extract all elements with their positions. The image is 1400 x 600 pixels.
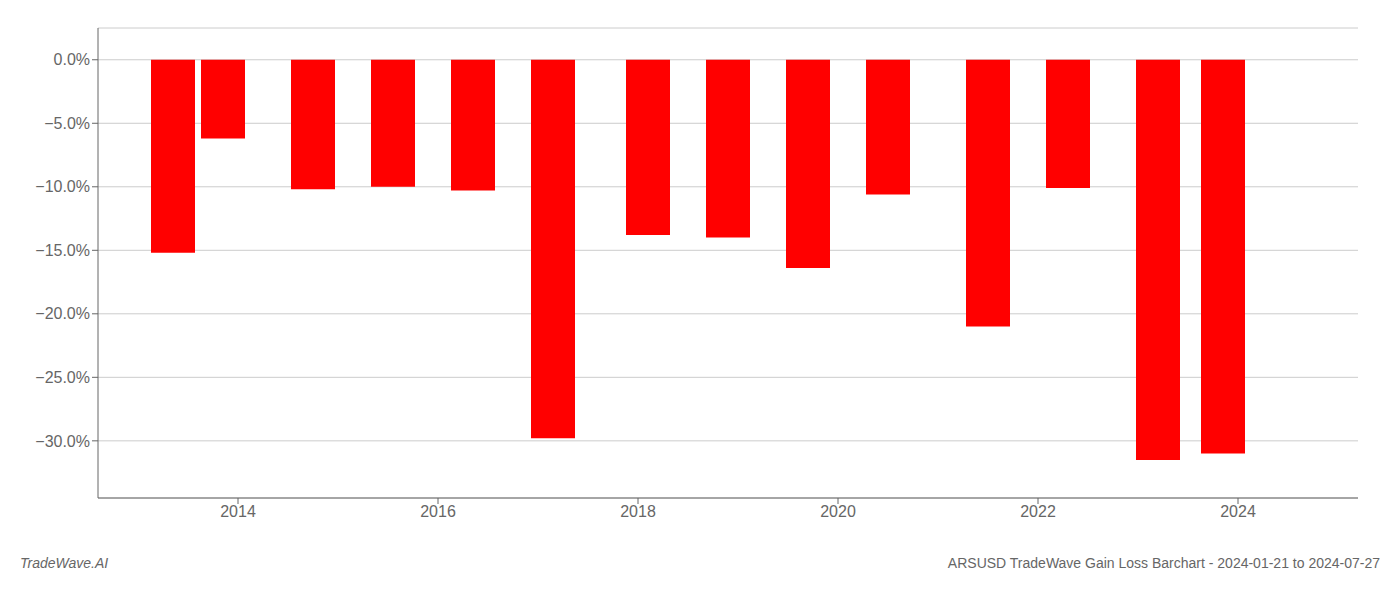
svg-text:2018: 2018 xyxy=(620,503,656,520)
html-text:ARSUSD TradeWave Gain Loss Bar: ARSUSD TradeWave Gain Loss Barchart - 20… xyxy=(947,555,1380,571)
svg-text:−15.0%: −15.0% xyxy=(35,242,90,259)
svg-text:2016: 2016 xyxy=(420,503,456,520)
svg-text:2020: 2020 xyxy=(820,503,856,520)
svg-text:−25.0%: −25.0% xyxy=(35,369,90,386)
html-text:TradeWave.AI: TradeWave.AI xyxy=(20,555,109,571)
svg-text:−20.0%: −20.0% xyxy=(35,305,90,322)
svg-text:−10.0%: −10.0% xyxy=(35,178,90,195)
svg-text:2024: 2024 xyxy=(1220,503,1256,520)
svg-text:2022: 2022 xyxy=(1020,503,1056,520)
svg-text:−5.0%: −5.0% xyxy=(44,115,90,132)
svg-text:−30.0%: −30.0% xyxy=(35,433,90,450)
svg-text:2014: 2014 xyxy=(220,503,256,520)
svg-text:0.0%: 0.0% xyxy=(54,51,90,68)
